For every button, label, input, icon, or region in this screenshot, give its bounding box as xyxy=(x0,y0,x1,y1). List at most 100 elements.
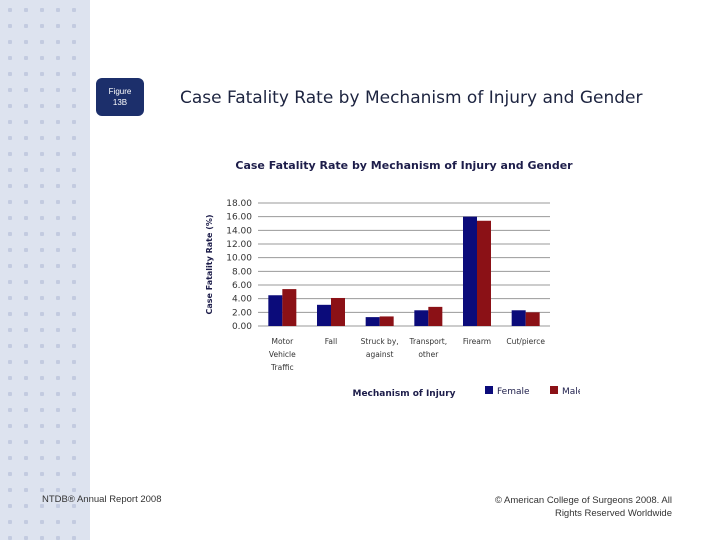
sidebar-dot xyxy=(72,184,76,188)
sidebar-dot xyxy=(40,488,44,492)
sidebar-dot xyxy=(72,312,76,316)
sidebar-dot xyxy=(56,536,60,540)
sidebar-dot xyxy=(72,40,76,44)
sidebar-dot xyxy=(56,360,60,364)
sidebar-dot xyxy=(8,424,12,428)
slide-title: Case Fatality Rate by Mechanism of Injur… xyxy=(180,88,643,108)
sidebar-dot xyxy=(72,72,76,76)
badge-label: Figure xyxy=(108,87,132,96)
sidebar-dot xyxy=(8,168,12,172)
sidebar-dot xyxy=(24,312,28,316)
x-tick-label: Cut/pierce xyxy=(506,337,545,346)
sidebar-dot xyxy=(40,120,44,124)
sidebar-dot xyxy=(8,312,12,316)
sidebar-dot xyxy=(56,168,60,172)
sidebar-dot xyxy=(40,56,44,60)
sidebar-dot xyxy=(8,440,12,444)
sidebar-dot xyxy=(40,424,44,428)
x-tick-label: Fall xyxy=(325,337,337,346)
sidebar-dot xyxy=(56,56,60,60)
sidebar-dot xyxy=(24,88,28,92)
sidebar-dot xyxy=(40,312,44,316)
sidebar-dot xyxy=(56,120,60,124)
sidebar-dot xyxy=(72,520,76,524)
sidebar-dot xyxy=(8,360,12,364)
sidebar-dot xyxy=(72,24,76,28)
sidebar-dot xyxy=(8,488,12,492)
sidebar-dot xyxy=(24,120,28,124)
figure-badge: Figure 13B xyxy=(96,78,144,116)
sidebar-dot xyxy=(40,520,44,524)
sidebar-dot xyxy=(24,520,28,524)
x-axis-label: Mechanism of Injury xyxy=(352,389,455,399)
sidebar-dot xyxy=(40,24,44,28)
sidebar-dot xyxy=(56,328,60,332)
sidebar-dot xyxy=(8,184,12,188)
sidebar-dot xyxy=(24,264,28,268)
sidebar-dot xyxy=(8,136,12,140)
bar-male xyxy=(477,220,491,326)
y-tick-label: 4.00 xyxy=(232,295,252,305)
sidebar-dot xyxy=(8,264,12,268)
sidebar-dot xyxy=(8,24,12,28)
sidebar-dot xyxy=(24,56,28,60)
y-tick-label: 18.00 xyxy=(226,199,252,209)
sidebar-dot xyxy=(72,456,76,460)
sidebar-dot xyxy=(40,40,44,44)
sidebar-dot xyxy=(40,376,44,380)
bar-male xyxy=(331,297,345,326)
sidebar-dot xyxy=(24,136,28,140)
sidebar-dot xyxy=(40,136,44,140)
sidebar-dot xyxy=(72,424,76,428)
sidebar-dot xyxy=(8,376,12,380)
legend-label-male: Male xyxy=(562,387,580,397)
sidebar-dot xyxy=(24,424,28,428)
sidebar-dot xyxy=(56,232,60,236)
sidebar-dot xyxy=(40,536,44,540)
sidebar-dot xyxy=(8,504,12,508)
sidebar-dot xyxy=(24,472,28,476)
bar-female xyxy=(317,304,331,326)
sidebar-dot xyxy=(40,8,44,12)
sidebar-dot xyxy=(24,8,28,12)
copyright-line-2: Rights Reserved Worldwide xyxy=(554,508,672,519)
sidebar-dot xyxy=(24,392,28,396)
sidebar-dot xyxy=(40,328,44,332)
sidebar-dot xyxy=(72,264,76,268)
sidebar-dot xyxy=(24,232,28,236)
sidebar-dot xyxy=(72,104,76,108)
sidebar-dot xyxy=(8,88,12,92)
sidebar-dot xyxy=(72,536,76,540)
bar-male xyxy=(428,306,443,326)
sidebar-dot xyxy=(8,216,12,220)
sidebar-dot xyxy=(72,504,76,508)
sidebar-dot xyxy=(56,248,60,252)
sidebar-dot xyxy=(24,440,28,444)
sidebar-dot xyxy=(72,120,76,124)
sidebar-dot xyxy=(40,344,44,348)
sidebar-dot xyxy=(24,376,28,380)
sidebar-dot xyxy=(40,280,44,284)
sidebar-dot xyxy=(40,72,44,76)
sidebar-dot xyxy=(72,408,76,412)
sidebar-dot xyxy=(72,88,76,92)
sidebar-dot xyxy=(8,456,12,460)
sidebar-dot xyxy=(40,264,44,268)
sidebar-dot xyxy=(56,392,60,396)
sidebar-dot xyxy=(24,168,28,172)
sidebar-dot xyxy=(56,152,60,156)
sidebar-dot xyxy=(8,280,12,284)
sidebar-dot xyxy=(56,136,60,140)
sidebar-dot xyxy=(40,88,44,92)
sidebar-dot xyxy=(72,344,76,348)
sidebar-dot xyxy=(72,296,76,300)
sidebar-dot xyxy=(56,216,60,220)
sidebar-dot xyxy=(56,504,60,508)
sidebar-dot xyxy=(8,248,12,252)
sidebar-dot xyxy=(40,152,44,156)
bar-female xyxy=(414,310,429,326)
sidebar-dot xyxy=(56,200,60,204)
sidebar-dot xyxy=(72,216,76,220)
sidebar-dot xyxy=(56,344,60,348)
y-axis-label: Case Fatality Rate (%) xyxy=(205,214,214,314)
